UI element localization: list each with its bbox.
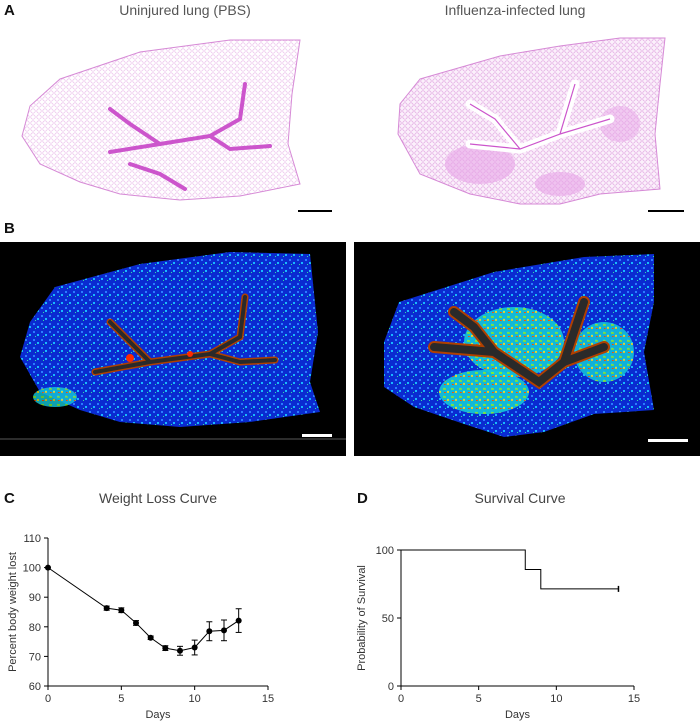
scale-bar-a-left (298, 210, 332, 212)
lung-section-uninjured (21, 39, 301, 201)
scale-bar-b-right (648, 439, 688, 442)
survival-x-label: Days (505, 709, 531, 721)
weight-y-label: Percent body weight lost (7, 552, 19, 672)
survival-x-tick-label: 0 (398, 693, 404, 705)
weight-data-point (177, 647, 183, 654)
lung-section-infected (397, 37, 666, 205)
panel-letter-d: D (357, 490, 368, 507)
weight-y-tick-label: 70 (29, 651, 41, 663)
weight-data-point (162, 645, 169, 652)
weight-y-tick-label: 60 (29, 681, 41, 693)
panel-a-histology (21, 37, 684, 212)
weight-x-tick-label: 0 (45, 693, 51, 705)
panel-letter-b: B (4, 220, 15, 237)
weight-data-point (235, 617, 242, 624)
weight-data-point (191, 644, 198, 651)
weight-y-tick-label: 80 (29, 622, 41, 634)
weight-chart-title: Weight Loss Curve (98, 490, 217, 506)
survival-x-tick-label: 5 (476, 693, 482, 705)
image-title-uninjured: Uninjured lung (PBS) (119, 2, 251, 18)
survival-chart-title: Survival Curve (474, 490, 566, 506)
survival-y-label: Probability of Survival (356, 565, 368, 671)
weight-x-tick-label: 5 (118, 693, 124, 705)
panel-letter-a: A (4, 2, 15, 19)
weight-data-point (206, 628, 213, 635)
survival-y-tick-label: 0 (388, 681, 394, 693)
heatmap-infected (354, 242, 700, 456)
weight-y-tick-label: 100 (23, 563, 41, 575)
weight-series-line (47, 567, 239, 652)
survival-x-tick-label: 15 (628, 693, 640, 705)
weight-y-tick-label: 90 (29, 592, 41, 604)
scale-bar-b-left (302, 434, 332, 437)
weight-data-point (45, 564, 51, 571)
heatmap-uninjured (0, 242, 346, 456)
weight-data-point (118, 607, 125, 614)
weight-y-tick-label: 110 (23, 533, 41, 545)
weight-data-point (103, 605, 110, 612)
weight-x-tick-label: 15 (262, 693, 274, 705)
image-title-infected: Influenza-infected lung (444, 2, 586, 18)
survival-y-tick-label: 100 (376, 545, 394, 557)
survival-y-tick-label: 50 (382, 613, 394, 625)
scale-bar-a-right (648, 210, 684, 212)
weight-loss-chart: 0 5 10 15 60 70 80 90 100 110 Days Percent body wei… (7, 533, 274, 721)
weight-data-point (133, 619, 139, 626)
survival-step-line (401, 549, 619, 590)
weight-x-tick-label: 10 (189, 693, 201, 705)
weight-data-point (147, 634, 154, 641)
weight-data-point (221, 627, 227, 634)
weight-x-label: Days (145, 709, 171, 721)
panel-letter-c: C (4, 490, 15, 507)
survival-x-tick-label: 10 (550, 693, 562, 705)
survival-chart: 0 5 10 15 0 50 100 Days Probability of Survival (356, 545, 640, 721)
